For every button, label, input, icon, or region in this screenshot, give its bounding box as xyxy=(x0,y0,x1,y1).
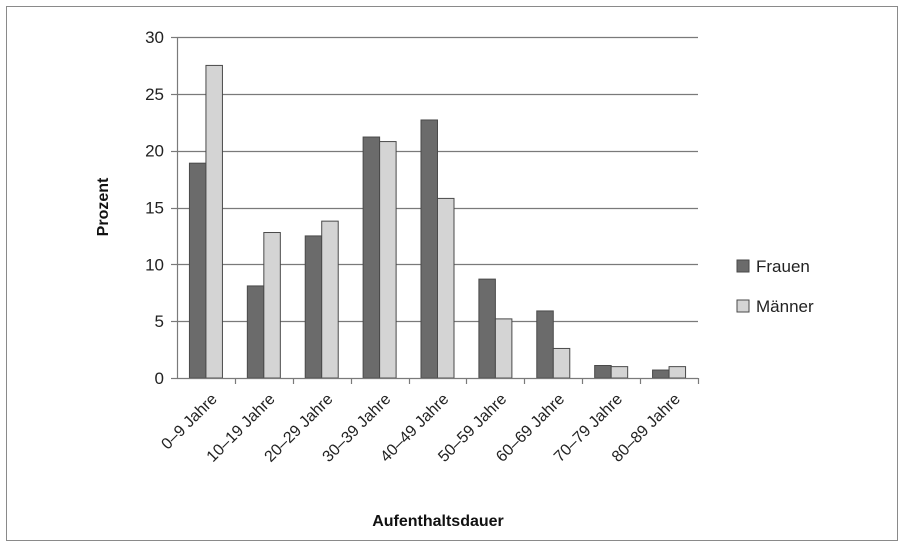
y-tick-label: 5 xyxy=(155,312,164,331)
bar-frauen xyxy=(304,235,323,379)
y-tick-label: 10 xyxy=(145,255,164,274)
bar-frauen xyxy=(246,285,265,379)
y-tick-label: 15 xyxy=(145,199,164,218)
bar-maenner xyxy=(205,64,223,379)
y-tick-label: 30 xyxy=(145,28,164,47)
bar-maenner xyxy=(263,232,281,379)
bar-frauen xyxy=(478,278,496,379)
x-axis-title: Aufenthaltsdauer xyxy=(372,513,504,530)
legend-label-maenner: Männer xyxy=(756,297,814,316)
bar-maenner xyxy=(379,141,397,379)
x-tick-label: 0–9 Jahre xyxy=(158,391,220,453)
y-tick-label: 20 xyxy=(145,142,164,161)
legend-label-frauen: Frauen xyxy=(756,257,810,276)
bar-maenner xyxy=(494,318,513,379)
bar-maenner xyxy=(321,220,339,379)
bar-frauen xyxy=(420,119,438,379)
bar-maenner xyxy=(668,366,687,379)
y-axis-title: Prozent xyxy=(95,177,112,236)
bar-maenner xyxy=(552,347,571,379)
bar-frauen xyxy=(652,369,670,379)
bar-frauen xyxy=(362,136,381,379)
bar-maenner xyxy=(437,197,455,379)
y-tick-label: 0 xyxy=(155,369,164,388)
legend: Frauen Männer xyxy=(736,257,814,316)
bar-maenner xyxy=(610,366,629,379)
legend-swatch-frauen xyxy=(736,259,750,273)
bars xyxy=(188,64,687,379)
y-tick-label: 25 xyxy=(145,85,164,104)
bar-frauen xyxy=(188,162,207,379)
axes xyxy=(171,36,700,384)
legend-swatch-maenner xyxy=(736,299,750,313)
bar-frauen xyxy=(536,310,554,379)
bar-frauen xyxy=(594,365,612,379)
